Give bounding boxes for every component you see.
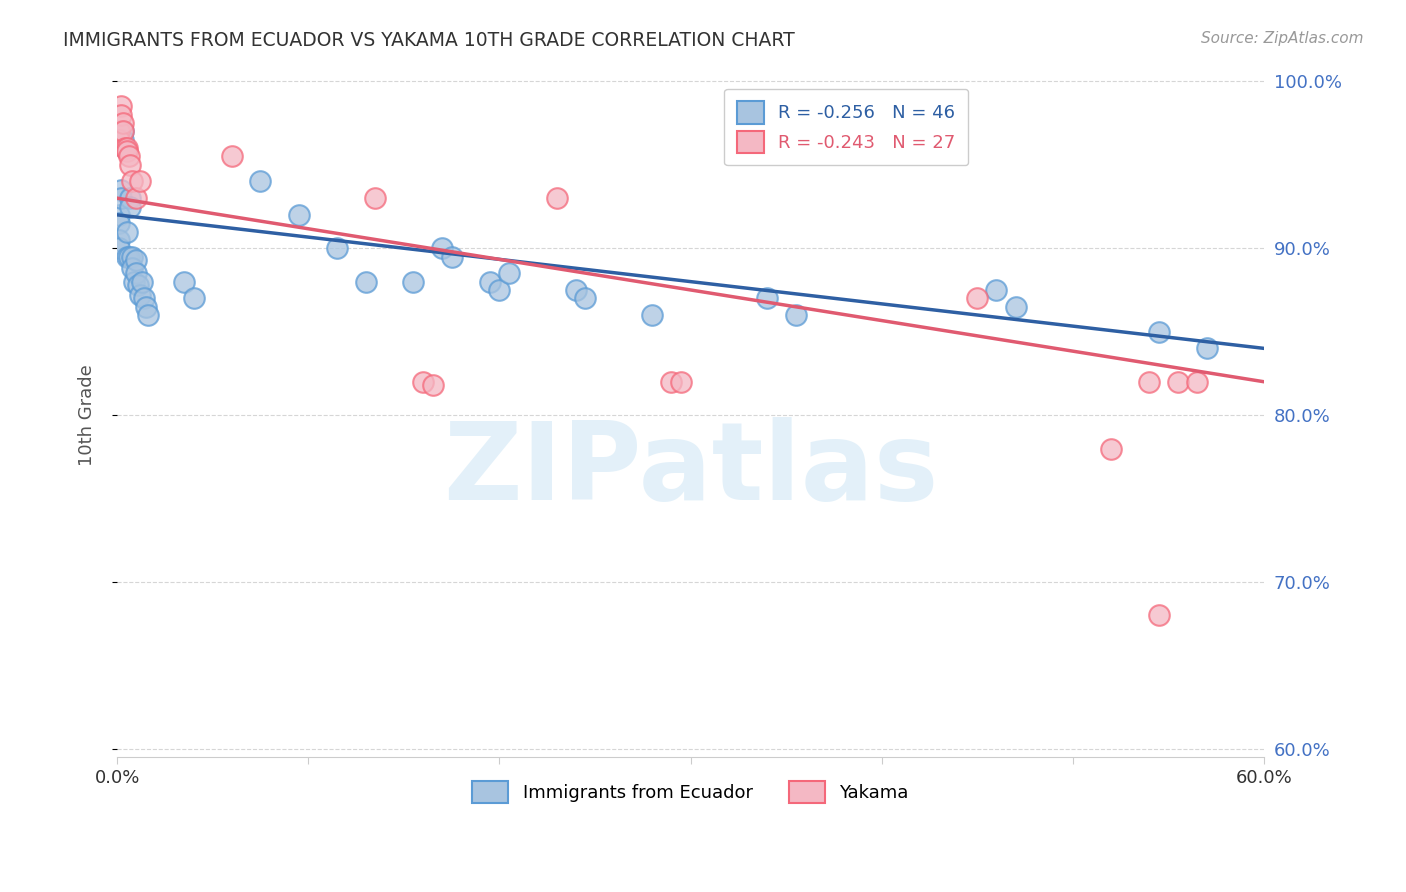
Point (641, 308, 664, 322)
Text: ZIPatlas: ZIPatlas (443, 417, 938, 523)
Point (117, 250, 139, 264)
Point (117, 149, 139, 163)
Point (110, 99, 132, 113)
Point (108, 241, 131, 255)
Y-axis label: 10th Grade: 10th Grade (79, 364, 96, 466)
Point (287, 208, 309, 222)
Point (565, 283, 588, 297)
Point (364, 191, 387, 205)
Point (986, 283, 1008, 297)
Point (115, 141, 138, 155)
Point (221, 149, 243, 163)
Point (574, 291, 596, 305)
Point (125, 191, 148, 205)
Point (108, 124, 131, 138)
Point (132, 291, 155, 305)
Point (115, 250, 138, 264)
Point (114, 141, 136, 155)
Point (326, 241, 349, 255)
Point (1185, 375, 1208, 389)
Point (412, 375, 434, 389)
Point (354, 275, 377, 289)
Point (546, 191, 568, 205)
Point (121, 261, 143, 276)
Point (108, 216, 131, 230)
Point (1195, 342, 1218, 356)
Point (110, 183, 132, 197)
Point (111, 133, 134, 147)
Point (108, 233, 131, 247)
Point (785, 308, 807, 322)
Point (966, 291, 988, 305)
Text: IMMIGRANTS FROM ECUADOR VS YAKAMA 10TH GRADE CORRELATION CHART: IMMIGRANTS FROM ECUADOR VS YAKAMA 10TH G… (63, 31, 794, 50)
Point (440, 250, 463, 264)
Point (120, 191, 142, 205)
Point (111, 124, 134, 138)
Point (125, 266, 148, 280)
Point (124, 275, 146, 289)
Point (136, 308, 159, 322)
Point (129, 174, 152, 188)
Point (129, 288, 152, 302)
Point (120, 200, 142, 214)
Point (110, 108, 132, 122)
Point (498, 266, 520, 280)
Point (127, 277, 149, 292)
Point (1004, 300, 1026, 314)
Point (173, 275, 195, 289)
Point (125, 252, 148, 267)
Point (669, 375, 692, 389)
Point (422, 378, 444, 392)
Point (110, 191, 132, 205)
Point (1137, 375, 1160, 389)
Point (430, 241, 453, 255)
Point (1167, 375, 1189, 389)
Point (121, 250, 143, 264)
Point (115, 225, 138, 239)
Point (1147, 608, 1170, 623)
Point (478, 275, 501, 289)
Point (249, 174, 271, 188)
Point (402, 275, 425, 289)
Point (661, 375, 683, 389)
Point (120, 158, 142, 172)
Point (756, 291, 779, 305)
Point (135, 300, 157, 314)
Point (111, 124, 134, 138)
Point (114, 141, 136, 155)
Legend: Immigrants from Ecuador, Yakama: Immigrants from Ecuador, Yakama (465, 773, 917, 810)
Point (183, 291, 205, 305)
Point (121, 174, 143, 188)
Point (108, 208, 131, 222)
Text: Source: ZipAtlas.com: Source: ZipAtlas.com (1201, 31, 1364, 46)
Point (111, 116, 134, 130)
Point (108, 133, 131, 147)
Point (1147, 325, 1170, 339)
Point (488, 283, 510, 297)
Point (115, 145, 138, 159)
Point (1099, 442, 1122, 456)
Point (131, 275, 153, 289)
